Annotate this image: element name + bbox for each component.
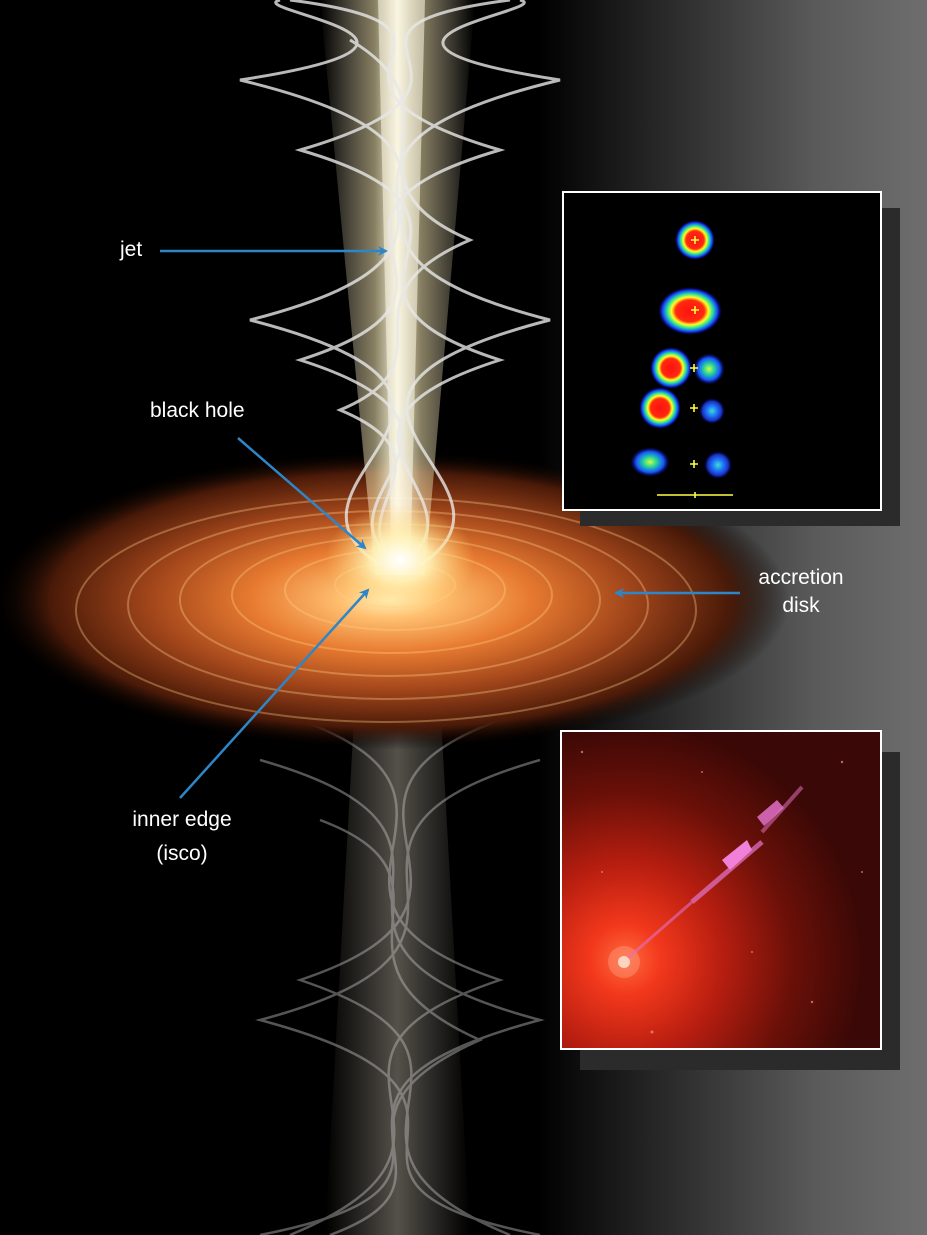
accretion-disk-label-line2: disk (782, 594, 820, 617)
blob (630, 447, 670, 477)
inner-edge-label: inner edge (isco) (122, 806, 242, 868)
annotation-arrows (160, 246, 740, 799)
scale-bar (657, 492, 733, 498)
blob (639, 387, 681, 429)
blob (658, 287, 722, 335)
blob-map-icon (630, 220, 733, 498)
accretion-disk-label: accretion disk (748, 564, 854, 620)
blob (699, 398, 725, 424)
plus-markers (690, 236, 699, 468)
lower-jet (325, 700, 470, 1235)
blob (650, 347, 692, 389)
accretion-disk-label-line1: accretion (758, 566, 844, 589)
black-hole-arrow (237, 437, 367, 550)
jet-label: jet (120, 238, 143, 261)
inner-edge-label-line1: inner edge (132, 808, 232, 831)
optical-jet (627, 785, 804, 960)
galaxy-jet-icon (562, 732, 880, 1048)
lower-helix (255, 718, 545, 1235)
blob-map-inset (562, 191, 882, 511)
black-hole-label: black hole (150, 399, 245, 422)
inner-edge-label-line2: (isco) (156, 842, 208, 865)
blob (693, 353, 725, 385)
black-hole-glow (325, 505, 475, 615)
blob (704, 451, 732, 479)
inner-edge-arrow (179, 588, 370, 799)
galaxy-background (562, 732, 880, 1048)
galaxy-core (618, 956, 630, 968)
background-stars (580, 750, 863, 1034)
upper-helix (239, 0, 561, 567)
galaxy-image-inset (560, 730, 882, 1050)
